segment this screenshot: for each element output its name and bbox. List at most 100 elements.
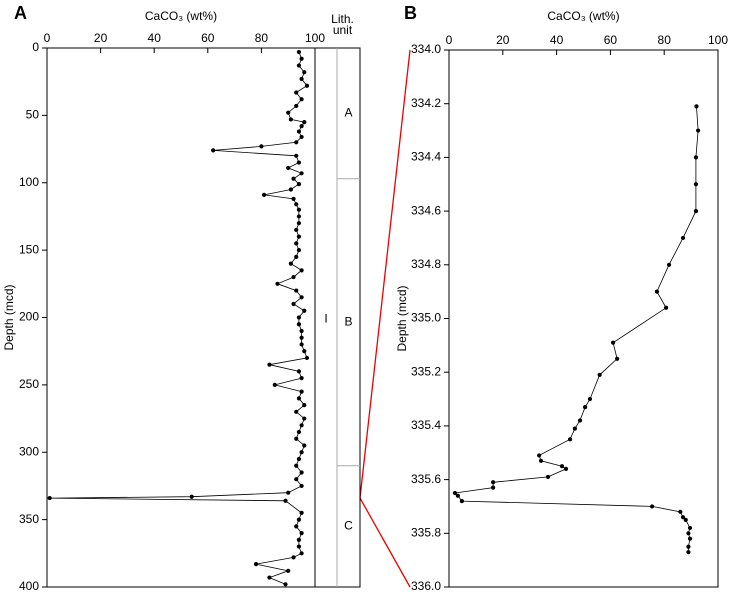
data-point <box>587 396 593 402</box>
y-tick-label: 334.8 <box>411 257 441 271</box>
data-point <box>683 517 688 522</box>
panel-label: B <box>404 3 417 23</box>
data-point <box>294 254 299 259</box>
data-point <box>296 322 302 327</box>
data-point <box>299 56 304 61</box>
data-point <box>296 429 302 435</box>
data-point <box>666 262 672 267</box>
data-point <box>296 396 302 401</box>
data-point <box>452 490 458 496</box>
data-point <box>687 525 693 531</box>
y-tick-label: 50 <box>26 108 40 122</box>
y-tick-label: 335.6 <box>411 472 441 486</box>
data-point <box>294 241 299 246</box>
data-point <box>288 117 293 122</box>
data-point <box>291 274 296 280</box>
data-point <box>296 369 302 374</box>
data-point <box>299 531 304 536</box>
data-point <box>253 561 259 567</box>
data-point <box>299 124 304 129</box>
data-point <box>680 515 686 520</box>
data-point <box>294 463 299 468</box>
subunit-label: B <box>344 314 352 328</box>
x-tick-label: 100 <box>305 31 325 45</box>
x-tick-label: 60 <box>201 31 215 45</box>
data-point <box>296 517 302 522</box>
data-point <box>302 70 307 75</box>
data-point <box>299 510 304 515</box>
y-tick-label: 335.0 <box>411 311 441 325</box>
data-point <box>597 372 602 377</box>
data-point <box>296 181 302 187</box>
data-point <box>296 129 302 134</box>
y-tick-label: 335.2 <box>411 364 441 378</box>
data-point <box>538 458 544 463</box>
data-point <box>47 495 52 501</box>
data-point <box>695 128 701 133</box>
data-point <box>296 63 302 68</box>
data-line <box>453 106 699 553</box>
data-point <box>302 308 307 313</box>
data-point <box>459 498 465 504</box>
y-tick-label: 400 <box>19 579 39 593</box>
data-point <box>693 182 699 187</box>
x-tick-label: 0 <box>44 31 51 45</box>
data-point <box>267 362 272 367</box>
data-point <box>693 155 699 160</box>
y-tick-label: 335.4 <box>411 418 441 432</box>
y-tick-label: 350 <box>19 512 39 526</box>
x-tick-label: 20 <box>496 33 510 47</box>
x-tick-label: 100 <box>708 33 728 47</box>
data-point <box>294 477 299 482</box>
lith-header: Lith. <box>331 12 354 26</box>
data-point <box>296 315 302 320</box>
data-point <box>686 531 691 536</box>
data-point <box>211 148 216 153</box>
data-point <box>294 288 299 293</box>
subunit-label: A <box>344 106 352 120</box>
data-point <box>686 549 691 555</box>
lith-unit: I <box>324 312 327 326</box>
data-point <box>189 494 194 499</box>
y-tick-label: 334.4 <box>411 150 441 164</box>
y-tick-label: 334.6 <box>411 203 441 217</box>
data-point <box>296 221 302 226</box>
data-point <box>296 248 302 253</box>
data-point <box>299 134 304 140</box>
data-point <box>545 474 551 480</box>
x-axis-title: CaCO₃ (wt%) <box>547 9 619 23</box>
data-point <box>259 144 264 149</box>
y-tick-label: 334.2 <box>411 96 441 110</box>
data-point <box>286 490 291 495</box>
data-point <box>294 90 299 95</box>
zoom-connector <box>359 49 411 499</box>
data-point <box>299 342 304 347</box>
data-point <box>455 493 460 498</box>
zoom-connector <box>359 497 411 588</box>
lith-header: unit <box>333 23 353 37</box>
data-point <box>693 209 699 214</box>
y-tick-label: 334.0 <box>411 42 441 56</box>
data-point <box>491 485 496 490</box>
data-point <box>296 49 302 55</box>
x-tick-label: 20 <box>94 31 108 45</box>
data-point <box>299 423 304 428</box>
data-point <box>304 355 310 361</box>
data-point <box>275 281 280 286</box>
data-point <box>678 509 683 514</box>
data-point <box>296 160 302 165</box>
y-tick-label: 200 <box>19 310 39 324</box>
data-point <box>299 171 304 176</box>
data-point <box>291 196 296 202</box>
data-point <box>610 340 616 345</box>
data-point <box>299 328 304 334</box>
data-point <box>663 305 669 310</box>
data-point <box>615 356 620 361</box>
data-point <box>286 165 291 171</box>
data-point <box>261 192 267 197</box>
data-point <box>299 76 304 82</box>
data-point <box>299 450 304 455</box>
data-point <box>537 453 542 458</box>
data-point <box>299 470 304 475</box>
